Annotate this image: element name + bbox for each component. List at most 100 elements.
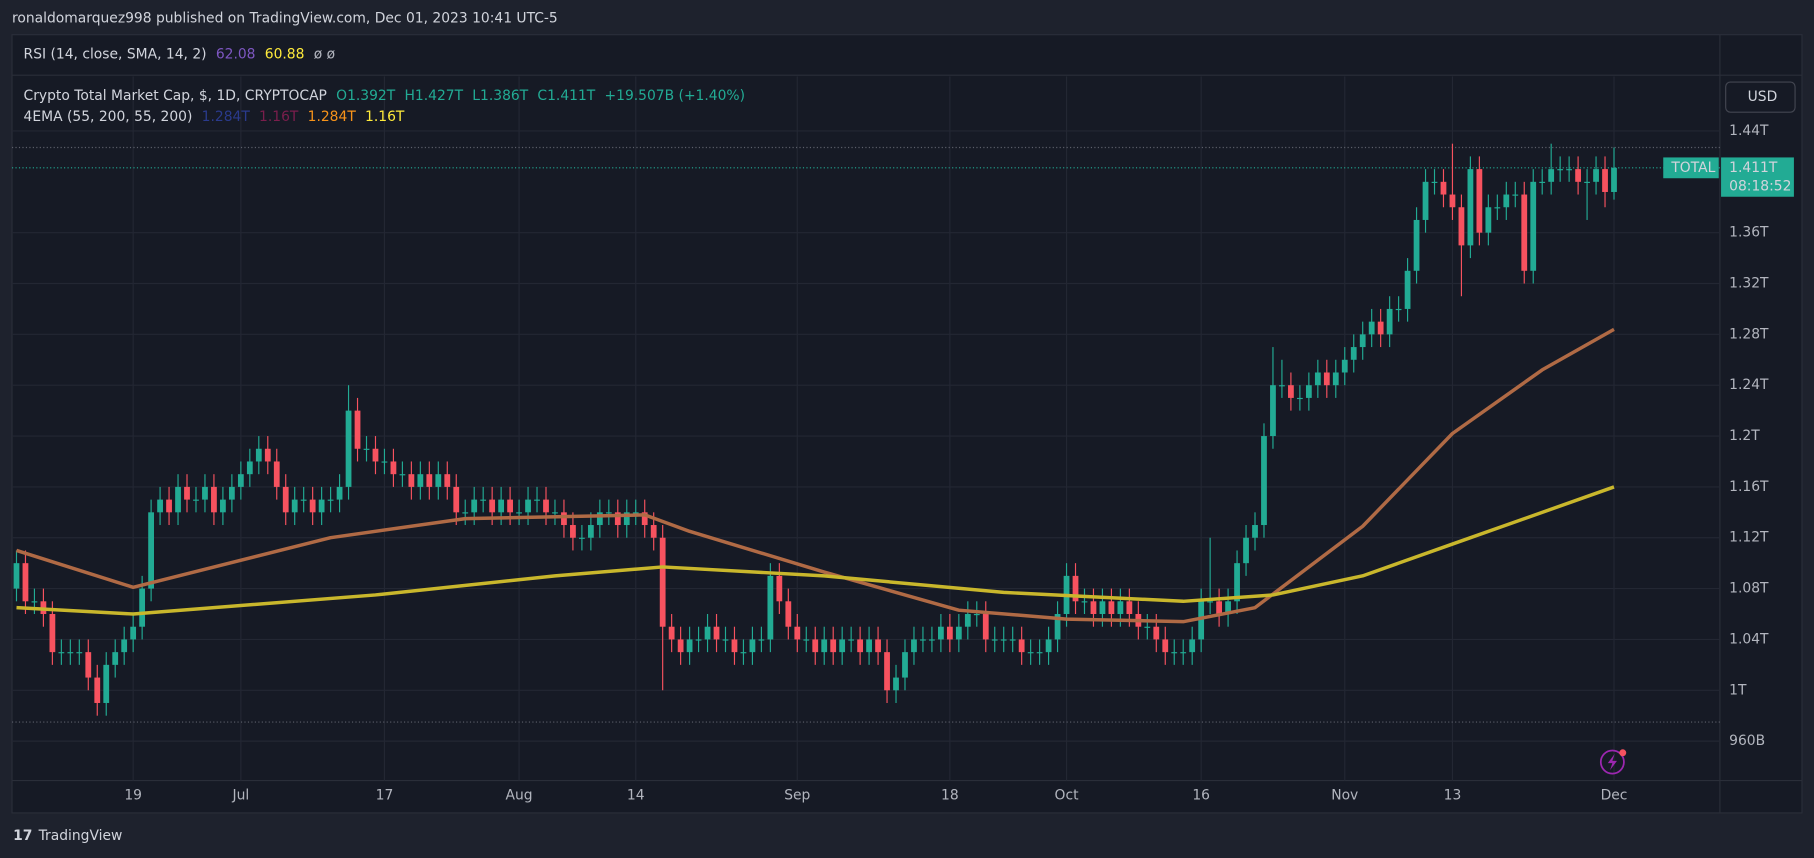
candle-body [1512, 194, 1519, 196]
candle-body [1449, 194, 1456, 208]
candle-body [866, 639, 872, 653]
ema-title: 4EMA (55, 200, 55, 200) [24, 109, 193, 125]
rsi-legend: RSI (14, close, SMA, 14, 2) 62.08 60.88 ø ø [24, 46, 336, 62]
candle-body [946, 626, 953, 640]
y-tick-label: 1.12T [1729, 530, 1769, 546]
alert-dot [1619, 749, 1627, 757]
rsi-value: 62.08 [216, 46, 256, 62]
candle-body [821, 639, 828, 653]
candle-body [193, 499, 199, 501]
candle-body [758, 639, 765, 641]
rsi-title: RSI (14, close, SMA, 14, 2) [24, 46, 207, 62]
candle-body [749, 639, 756, 653]
candle-body [507, 499, 513, 513]
candle-body [812, 639, 819, 653]
chart-area [11, 34, 1803, 814]
candle-body [318, 499, 325, 513]
candle-body [1584, 181, 1590, 183]
candle-body [1072, 575, 1079, 602]
candle-body [1054, 614, 1061, 640]
candle-body [1386, 308, 1393, 335]
candle-body [1359, 334, 1366, 348]
x-tick-label: Nov [1331, 788, 1358, 804]
ema-value: 1.284T [202, 109, 251, 125]
brand-logo: 17 [13, 828, 32, 844]
candle-body [1548, 169, 1555, 182]
ema-line [16, 485, 1615, 616]
candle-body [1171, 652, 1178, 654]
candle-body [884, 652, 890, 691]
candle-body [1261, 436, 1267, 526]
candle-body [264, 448, 271, 462]
price-label-box [1721, 157, 1794, 197]
candle-body [76, 652, 83, 654]
candle-body [857, 639, 864, 653]
candle-body [462, 512, 469, 514]
candle-body [49, 614, 56, 653]
candle-body [309, 499, 316, 513]
candle-body [920, 639, 926, 641]
legend-open: O1.392T [336, 88, 396, 104]
x-tick-label: Jul [231, 788, 249, 804]
candle-body [489, 499, 496, 513]
candle-body [695, 639, 702, 641]
candle-body [650, 525, 657, 538]
candle-body [426, 474, 433, 487]
alert-icon[interactable] [1599, 749, 1625, 775]
x-tick-label: Sep [784, 788, 810, 804]
candle-body [776, 575, 783, 602]
candle-body [677, 639, 684, 653]
candle-body [1009, 639, 1016, 641]
legend-high: H1.427T [404, 88, 463, 104]
candle-body [1404, 270, 1411, 309]
candle-body [417, 474, 424, 487]
candle-body [1090, 601, 1097, 615]
candle-body [596, 512, 603, 526]
candle-body [1036, 652, 1043, 654]
marks [13, 143, 1617, 716]
candle-body [103, 664, 110, 703]
candle-body [552, 512, 558, 514]
candle-body [291, 499, 298, 513]
candle-body [1557, 169, 1564, 171]
ema-value: 1.16T [259, 109, 299, 125]
candle-body [300, 499, 307, 501]
candle-body [1593, 169, 1599, 182]
candle-body [1611, 167, 1617, 192]
candle-body [1566, 169, 1573, 171]
candle-body [614, 512, 621, 526]
candle-body [839, 639, 846, 653]
candle-body [830, 639, 837, 653]
candle-body [632, 512, 639, 514]
candle-body [1602, 169, 1608, 192]
currency-button[interactable] [1725, 81, 1796, 113]
candle-body [157, 499, 163, 513]
candle-body [381, 461, 388, 463]
alert-bolt [1607, 753, 1617, 771]
candle-body [893, 677, 899, 691]
candle-body [1530, 181, 1537, 271]
candle-body [668, 626, 675, 640]
candle-body [1341, 359, 1348, 373]
candle-body [579, 537, 585, 539]
candle-body [130, 626, 137, 640]
candle-body [1575, 169, 1581, 182]
candle-body [327, 499, 334, 501]
ema-legend: 4EMA (55, 200, 55, 200) 1.284T 1.16T 1.284T… [24, 109, 405, 125]
candle-body [794, 626, 801, 640]
candle-body [1476, 169, 1483, 233]
grid [11, 76, 1720, 781]
candle-body [1225, 601, 1231, 615]
candle-body [345, 410, 352, 487]
candle-body [1422, 181, 1429, 220]
candle-body [1494, 207, 1501, 209]
candle-body [1485, 207, 1492, 233]
symbol-legend: Crypto Total Market Cap, $, 1D, CRYPTOCA… [24, 88, 745, 104]
candle-body [587, 525, 594, 538]
candle-body [516, 512, 522, 514]
x-tick-label: 19 [124, 788, 142, 804]
rsi-extra: ø ø [314, 46, 335, 62]
candle-body [1314, 372, 1321, 386]
candle-body [785, 601, 792, 627]
candle-body [354, 410, 361, 449]
